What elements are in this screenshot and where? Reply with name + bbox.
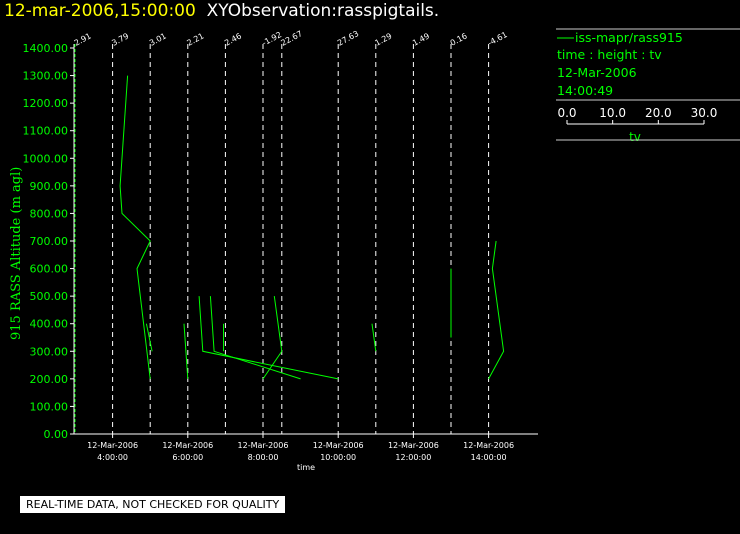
- y-tick-label: 1100.00: [23, 125, 69, 138]
- x-tick-time: 4:00:00: [97, 453, 128, 462]
- series-label: 2.91: [73, 31, 93, 47]
- legend-station: iss-mapr/rass915: [575, 30, 683, 45]
- y-tick-label: 800.00: [30, 207, 69, 220]
- series-label: 2.21: [186, 31, 206, 47]
- y-tick-label: 200.00: [30, 373, 69, 386]
- x-axis-label: time: [297, 463, 315, 472]
- y-axis-label: 915 RASS Altitude (m agl): [9, 167, 24, 340]
- series-label: 22.67: [280, 29, 304, 48]
- series-label: 2.46: [223, 31, 243, 47]
- series-trace: [371, 323, 377, 352]
- y-tick-label: 1300.00: [23, 70, 69, 83]
- x-tick-date: 12-Mar-2006: [388, 441, 439, 450]
- series-trace: [262, 296, 283, 380]
- y-axis: 0.00 100.00 200.00 300.00 400.00 500.00 600.00…: [23, 42, 75, 441]
- series-label: 0.16: [449, 31, 469, 47]
- series-trace: [119, 75, 151, 379]
- y-tick-label: 500.00: [30, 290, 69, 303]
- x-tick-time: 12:00:00: [395, 453, 431, 462]
- legend-scale-tick-label: 30.0: [691, 106, 718, 120]
- y-tick-label: 100.00: [30, 400, 69, 413]
- x-tick-date: 12-Mar-2006: [463, 441, 514, 450]
- series-trace: [145, 323, 153, 352]
- series-label: 27.63: [336, 29, 360, 48]
- x-tick-time: 6:00:00: [172, 453, 203, 462]
- y-tick-label: 1400.00: [23, 42, 69, 55]
- series-label: 3.79: [110, 31, 130, 47]
- legend-scale-label: tv: [629, 130, 641, 144]
- chart-title: 12-mar-2006,15:00:00 XYObservation:rassp…: [4, 1, 439, 21]
- x-tick-date: 12-Mar-2006: [238, 441, 289, 450]
- title-observation: XYObservation:rasspigtails.: [206, 1, 440, 21]
- x-tick-time: 14:00:00: [471, 453, 507, 462]
- series-label: 3.01: [148, 31, 168, 47]
- series-trace: [209, 296, 301, 380]
- x-tick-date: 12-Mar-2006: [313, 441, 364, 450]
- series-label: 1.49: [411, 31, 431, 47]
- y-tick-label: 700.00: [30, 235, 69, 248]
- y-tick-label: 300.00: [30, 345, 69, 358]
- legend-scale: 0.0 10.0 20.0 30.0: [557, 106, 718, 125]
- series-trace: [488, 240, 505, 380]
- legend-scale-tick-label: 0.0: [557, 106, 576, 120]
- x-tick-date: 12-Mar-2006: [162, 441, 213, 450]
- series-trace: [183, 323, 189, 379]
- legend-time: 14:00:49: [557, 83, 614, 98]
- traces: [119, 75, 505, 380]
- series-trace: [198, 296, 339, 380]
- legend-scale-tick-label: 10.0: [599, 106, 626, 120]
- y-tick-label: 0.00: [44, 428, 69, 441]
- y-tick-label: 400.00: [30, 318, 69, 331]
- gridlines: [74, 44, 490, 434]
- y-tick-label: 600.00: [30, 263, 69, 276]
- y-tick-label: 1000.00: [23, 152, 69, 165]
- series-label: 1.29: [374, 31, 394, 47]
- legend-scale-tick-label: 20.0: [645, 106, 672, 120]
- y-tick-label: 900.00: [30, 180, 69, 193]
- x-axis: 12-Mar-2006 4:00:00 12-Mar-2006 6:00:00 12-M…: [74, 433, 538, 462]
- legend-date: 12-Mar-2006: [557, 65, 637, 80]
- y-tick-label: 1200.00: [23, 97, 69, 110]
- title-timestamp: 12-mar-2006,15:00:00: [4, 1, 196, 21]
- x-tick-time: 8:00:00: [248, 453, 279, 462]
- quality-disclaimer: REAL-TIME DATA, NOT CHECKED FOR QUALITY: [20, 496, 286, 513]
- x-tick-time: 10:00:00: [320, 453, 356, 462]
- series-label: -4.61: [486, 30, 509, 48]
- legend-axes-desc: time : height : tv: [557, 47, 662, 62]
- x-tick-date: 12-Mar-2006: [87, 441, 138, 450]
